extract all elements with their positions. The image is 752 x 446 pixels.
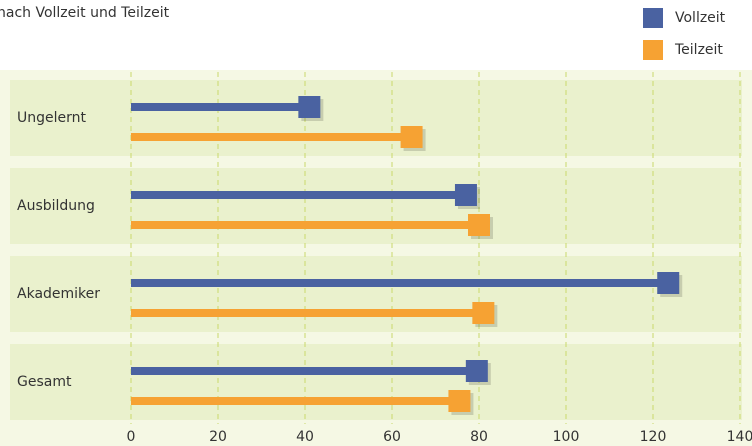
bar bbox=[131, 367, 477, 375]
bar-end bbox=[465, 360, 488, 382]
row-panel bbox=[10, 80, 742, 156]
x-tick-label: 80 bbox=[470, 429, 488, 445]
row-panel bbox=[10, 256, 742, 332]
category-label: Gesamt bbox=[17, 374, 72, 390]
bar bbox=[131, 279, 669, 287]
bar-end bbox=[454, 184, 477, 206]
x-tick-label: 0 bbox=[127, 429, 136, 445]
x-tick-label: 60 bbox=[383, 429, 401, 445]
row-panel bbox=[10, 168, 742, 244]
bar bbox=[131, 397, 460, 405]
legend-swatch bbox=[643, 40, 663, 60]
legend-swatch bbox=[643, 8, 663, 28]
bar-end bbox=[472, 302, 495, 324]
bar-end bbox=[448, 390, 471, 412]
category-label: Ungelernt bbox=[17, 110, 87, 126]
bar-end bbox=[298, 96, 321, 118]
bar-end bbox=[400, 126, 423, 148]
x-tick-label: 140 bbox=[727, 429, 752, 445]
bar-end bbox=[657, 272, 680, 294]
legend-label: Vollzeit bbox=[675, 10, 726, 26]
category-label: Akademiker bbox=[17, 286, 100, 302]
x-tick-label: 100 bbox=[553, 429, 580, 445]
bar bbox=[131, 309, 484, 317]
bar-end bbox=[468, 214, 490, 236]
x-tick-label: 20 bbox=[209, 429, 227, 445]
chart-title: nach Vollzeit und Teilzeit bbox=[0, 5, 170, 21]
bar bbox=[131, 103, 310, 111]
bar bbox=[131, 191, 466, 199]
bar bbox=[131, 133, 412, 141]
row-panel bbox=[10, 344, 742, 420]
category-label: Ausbildung bbox=[17, 198, 95, 214]
legend-label: Teilzeit bbox=[674, 42, 723, 58]
x-tick-label: 40 bbox=[296, 429, 314, 445]
x-tick-label: 120 bbox=[640, 429, 667, 445]
bar bbox=[131, 221, 479, 229]
